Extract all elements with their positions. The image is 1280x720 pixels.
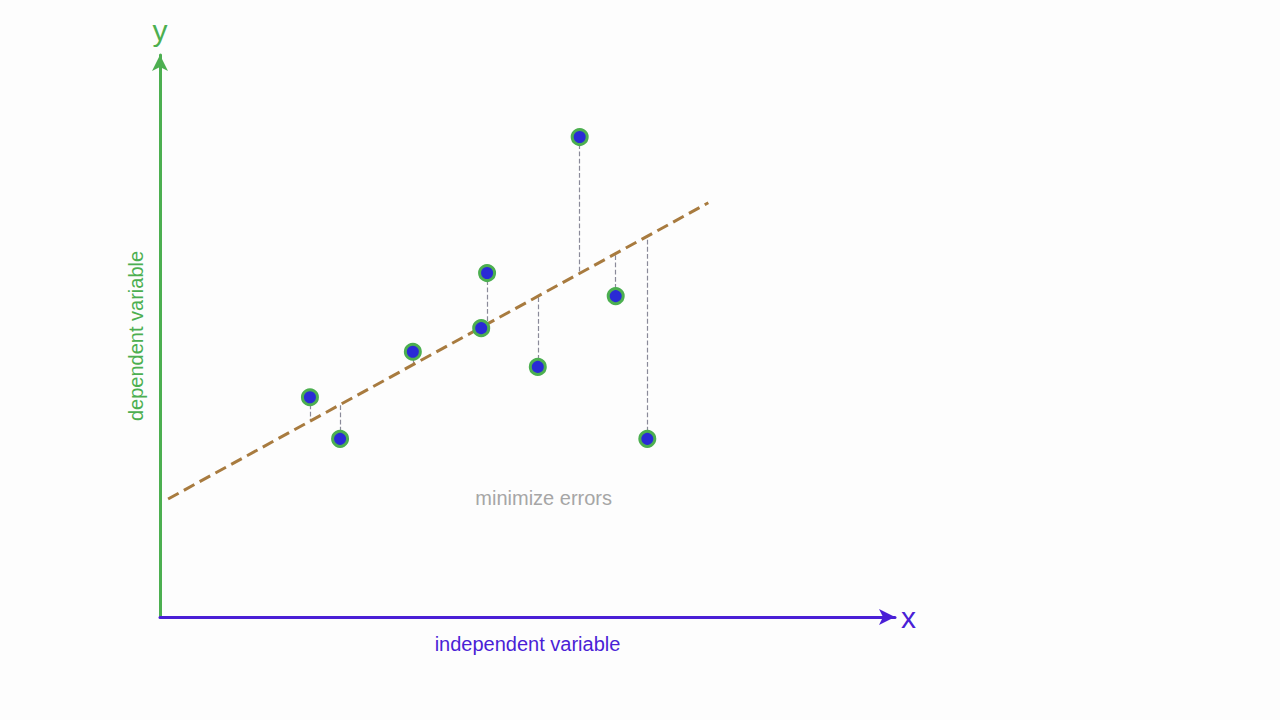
svg-text:x: x	[901, 601, 916, 634]
svg-text:y: y	[153, 14, 168, 47]
svg-text:minimize errors: minimize errors	[475, 487, 612, 509]
svg-text:dependent variable: dependent variable	[125, 251, 147, 421]
svg-text:independent variable: independent variable	[435, 633, 621, 655]
